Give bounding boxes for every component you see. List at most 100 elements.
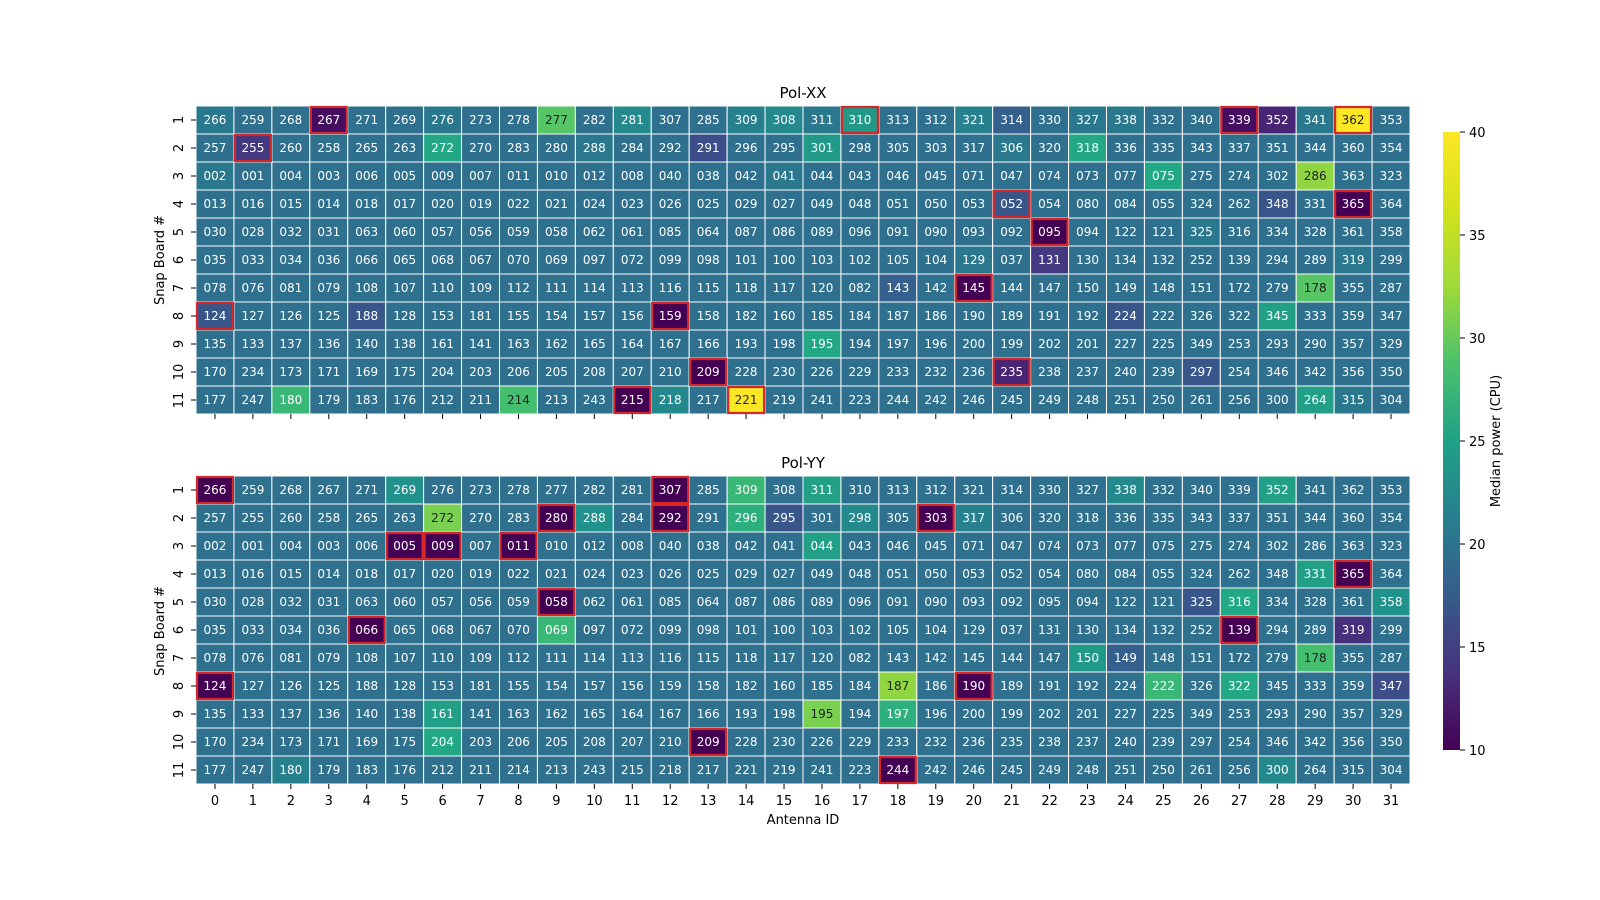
x-axis-ticks <box>214 414 1392 419</box>
cell-label: 338 <box>1114 483 1137 497</box>
cell-label: 242 <box>924 393 947 407</box>
heatmap-cell <box>385 385 425 415</box>
heatmap-cell <box>536 357 576 387</box>
heatmap-cell <box>347 329 387 359</box>
cell-label: 046 <box>886 539 909 553</box>
heatmap-cell <box>1219 587 1259 617</box>
heatmap-cell <box>878 189 918 219</box>
x-tick-label: 16 <box>814 794 831 809</box>
cell-label: 331 <box>1304 197 1327 211</box>
cell-label: 329 <box>1380 707 1403 721</box>
cell-label: 334 <box>1266 225 1289 239</box>
cell-label: 187 <box>886 679 909 693</box>
cell-label: 291 <box>697 141 720 155</box>
y-tick-label: 9 <box>172 340 187 348</box>
cell-label: 241 <box>811 763 834 777</box>
cell-label: 040 <box>659 169 682 183</box>
cell-label: 109 <box>469 651 492 665</box>
y-tick-label: 8 <box>172 682 187 690</box>
cell-label: 305 <box>886 141 909 155</box>
cell-label: 323 <box>1380 539 1403 553</box>
x-tick-label: 0 <box>211 794 219 809</box>
cell-label: 191 <box>1038 679 1061 693</box>
heatmap-cell <box>1371 329 1411 359</box>
heatmap-cell <box>802 105 842 135</box>
heatmap-cell <box>688 133 728 163</box>
heatmap-cell <box>878 615 918 645</box>
cell-label: 068 <box>431 253 454 267</box>
cell-label: 185 <box>811 309 834 323</box>
cell-labels: 266 259 268 267 271 269 276 273 278 277 282 281 307 2… <box>204 113 1403 407</box>
cell-label: 048 <box>848 567 871 581</box>
cell-label: 121 <box>1152 595 1175 609</box>
cell-label: 059 <box>507 595 530 609</box>
cell-label: 203 <box>469 365 492 379</box>
cell-label: 234 <box>241 365 264 379</box>
cell-label: 224 <box>1114 309 1137 323</box>
cell-label: 001 <box>241 169 264 183</box>
heatmap-cell <box>992 587 1032 617</box>
cell-label: 221 <box>735 763 758 777</box>
heatmap-cell <box>233 105 273 135</box>
cell-label: 180 <box>279 393 302 407</box>
heatmap-cell <box>840 755 880 785</box>
cell-label: 111 <box>545 281 568 295</box>
cell-label: 192 <box>1076 679 1099 693</box>
highlight-box <box>840 105 879 135</box>
cell-label: 004 <box>279 539 302 553</box>
cell-label: 322 <box>1228 309 1251 323</box>
heatmap-cell <box>726 161 766 191</box>
cell-label: 128 <box>393 309 416 323</box>
heatmap-cells <box>195 475 1411 785</box>
cell-label: 262 <box>1228 567 1251 581</box>
cell-label: 338 <box>1114 113 1137 127</box>
cell-label: 169 <box>355 365 378 379</box>
cell-label: 120 <box>811 651 834 665</box>
heatmap-cell <box>1181 217 1221 247</box>
cell-label: 236 <box>962 735 985 749</box>
highlight-box <box>651 503 690 533</box>
cell-label: 044 <box>811 169 834 183</box>
cell-label: 253 <box>1228 337 1251 351</box>
x-tick-label: 26 <box>1193 794 1210 809</box>
cell-label: 213 <box>545 393 568 407</box>
cell-label: 190 <box>962 309 985 323</box>
heatmap-cell <box>1219 503 1259 533</box>
colorbar-tick-label: 35 <box>1469 229 1486 244</box>
heatmap-cell <box>1143 189 1183 219</box>
cell-label: 356 <box>1342 365 1365 379</box>
cell-label: 125 <box>317 309 340 323</box>
cell-label: 316 <box>1228 225 1251 239</box>
cell-label: 114 <box>583 281 606 295</box>
cell-label: 238 <box>1038 365 1061 379</box>
heatmap-cell <box>461 105 500 135</box>
cell-label: 040 <box>659 539 682 553</box>
cell-label: 272 <box>431 141 454 155</box>
cell-label: 035 <box>204 623 227 637</box>
cell-label: 030 <box>204 595 227 609</box>
cell-label: 327 <box>1076 483 1099 497</box>
cell-label: 151 <box>1190 651 1213 665</box>
y-tick-label: 2 <box>172 144 187 152</box>
cell-label: 073 <box>1076 539 1099 553</box>
heatmap-cell <box>840 531 880 561</box>
cell-label: 008 <box>621 169 644 183</box>
x-tick-label: 28 <box>1269 794 1286 809</box>
cell-label: 158 <box>697 309 720 323</box>
heatmap-cell <box>1106 385 1145 415</box>
heatmap-cell <box>461 699 500 729</box>
cell-label: 031 <box>317 225 340 239</box>
heatmap-cell <box>271 615 311 645</box>
cell-label: 251 <box>1114 393 1137 407</box>
heatmap-cell <box>764 643 804 673</box>
cell-label: 135 <box>204 337 227 351</box>
cell-label: 060 <box>393 225 416 239</box>
cell-label: 190 <box>962 679 985 693</box>
cell-label: 045 <box>924 539 947 553</box>
cell-label: 092 <box>1000 225 1023 239</box>
heatmap-cell <box>271 217 311 247</box>
x-tick-label: 27 <box>1231 794 1248 809</box>
cell-label: 232 <box>924 365 947 379</box>
cell-label: 176 <box>393 393 416 407</box>
cell-label: 116 <box>659 281 682 295</box>
